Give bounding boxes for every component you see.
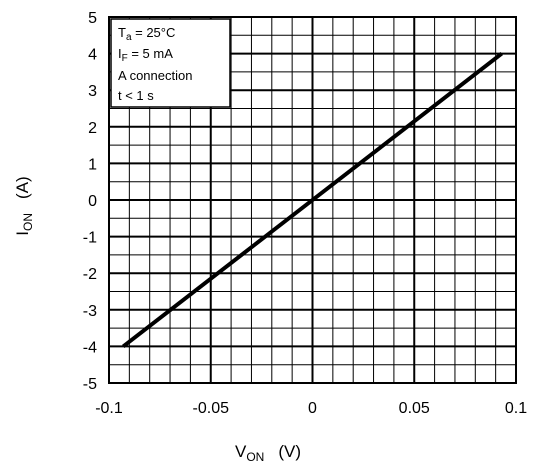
x-tick-label: -0.1 <box>95 400 123 417</box>
condition-temperature: Ta = 25°C <box>118 25 175 43</box>
y-tick-label: 0 <box>88 193 97 210</box>
y-tick-label: -5 <box>83 376 97 393</box>
x-tick-label: -0.05 <box>193 400 230 417</box>
condition-time: t < 1 s <box>118 88 154 103</box>
x-tick-labels: -0.1 -0.05 0 0.05 0.1 <box>95 400 527 417</box>
y-tick-labels: 5 4 3 2 1 0 -1 -2 -3 -4 -5 <box>83 10 97 393</box>
y-tick-label: -3 <box>83 303 97 320</box>
condition-forward-current: IF = 5 mA <box>118 46 173 64</box>
x-tick-label: 0.05 <box>399 400 430 417</box>
plot-frame <box>108 16 517 384</box>
x-tick-label: 0.1 <box>505 400 527 417</box>
y-axis-title: ION(A) <box>13 176 35 235</box>
condition-connection: A connection <box>118 68 192 83</box>
series-layer <box>122 52 503 348</box>
y-tick-label: -4 <box>83 339 97 356</box>
y-tick-label: 4 <box>88 47 97 64</box>
y-tick-label: -2 <box>83 266 97 283</box>
y-tick-label: 5 <box>88 10 97 27</box>
conditions-box: Ta = 25°C IF = 5 mA A connection t < 1 s <box>110 18 231 108</box>
x-tick-label: 0 <box>308 400 317 417</box>
grid <box>109 17 516 383</box>
y-tick-label: 1 <box>88 156 97 173</box>
x-axis-title: VON (V) <box>235 442 301 464</box>
y-tick-label: 2 <box>88 120 97 137</box>
y-tick-label: -1 <box>83 230 97 247</box>
y-tick-label: 3 <box>88 83 97 100</box>
series-line <box>122 52 503 348</box>
